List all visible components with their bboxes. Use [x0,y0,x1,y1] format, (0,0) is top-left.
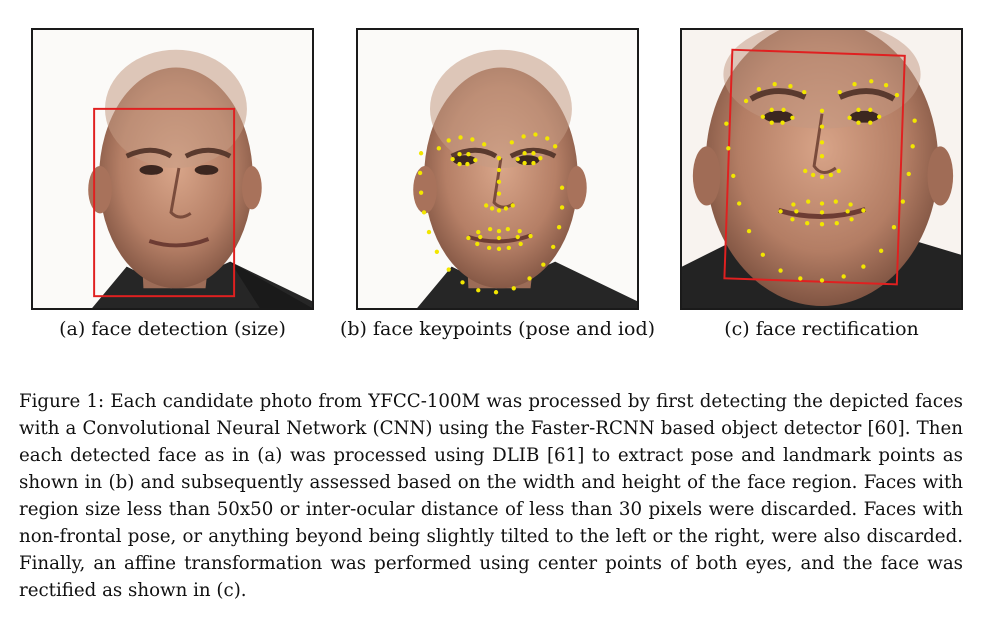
face-rectification-image [682,30,961,308]
face-detection-image [88,49,312,308]
panel-c-face-rectification [680,28,963,310]
panel-a-face-detection [31,28,314,310]
face-keypoints-image [413,49,637,308]
panel-b-face-keypoints [356,28,639,310]
rectified-box [723,48,906,286]
subcaption-a: (a) face detection (size) [59,318,286,340]
subcaption-b: (b) face keypoints (pose and iod) [339,318,656,340]
subcaption-c: (c) face rectification [724,318,919,340]
rectified-landmark-points [724,79,917,283]
landmark-points [417,132,565,295]
detection-box [93,107,236,298]
figure-caption: Figure 1: Each candidate photo from YFCC… [19,391,963,601]
